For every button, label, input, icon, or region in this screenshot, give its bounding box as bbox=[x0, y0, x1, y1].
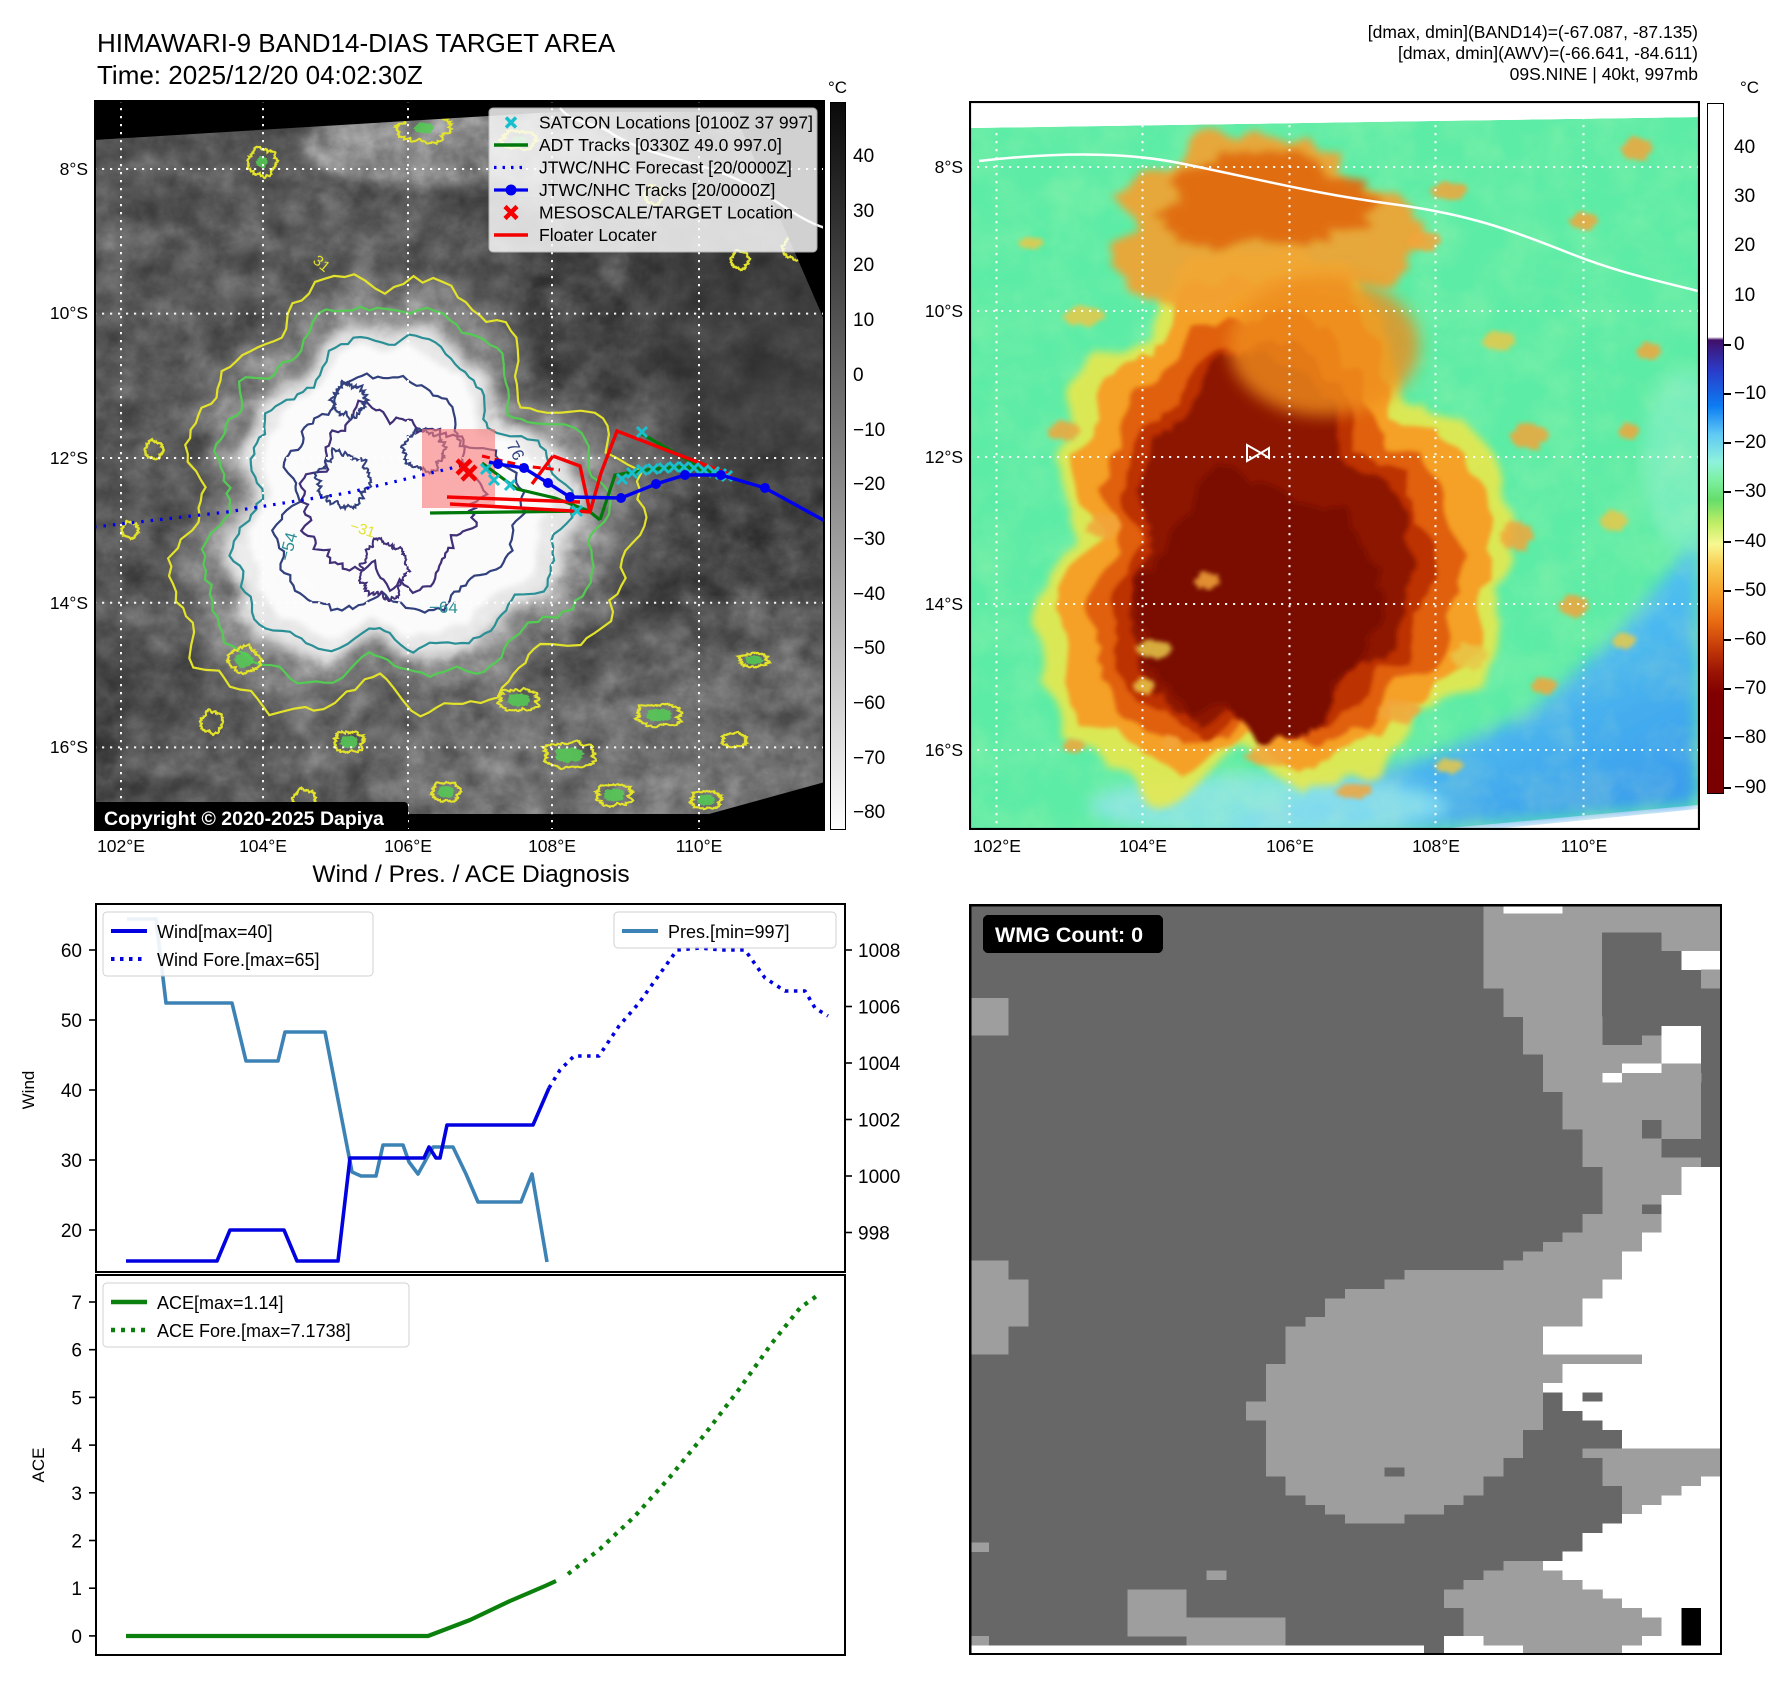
svg-text:6: 6 bbox=[71, 1341, 82, 1362]
svg-text:998: 998 bbox=[858, 1224, 890, 1245]
svg-text:1008: 1008 bbox=[858, 941, 900, 962]
svg-text:MESOSCALE/TARGET Location: MESOSCALE/TARGET Location bbox=[539, 203, 793, 223]
svg-text:JTWC/NHC Forecast [20/0000Z]: JTWC/NHC Forecast [20/0000Z] bbox=[539, 158, 792, 178]
svg-text:−64: −64 bbox=[429, 598, 458, 617]
svg-text:0: 0 bbox=[71, 1627, 82, 1648]
svg-text:Wind: Wind bbox=[19, 1071, 38, 1110]
svg-text:Pres.[min=997]: Pres.[min=997] bbox=[668, 922, 790, 942]
svg-text:ACE[max=1.14]: ACE[max=1.14] bbox=[157, 1293, 284, 1313]
svg-text:Wind Fore.[max=65]: Wind Fore.[max=65] bbox=[157, 950, 320, 970]
svg-text:30: 30 bbox=[61, 1151, 82, 1172]
svg-text:60: 60 bbox=[61, 941, 82, 962]
svg-text:1002: 1002 bbox=[858, 1111, 900, 1132]
svg-text:ACE Fore.[max=7.1738]: ACE Fore.[max=7.1738] bbox=[157, 1321, 351, 1341]
svg-text:JTWC/NHC Tracks [20/0000Z]: JTWC/NHC Tracks [20/0000Z] bbox=[539, 180, 775, 200]
svg-text:20: 20 bbox=[61, 1221, 82, 1242]
svg-text:2: 2 bbox=[71, 1532, 82, 1553]
svg-text:1006: 1006 bbox=[858, 998, 900, 1019]
svg-text:Wind / Pres. / ACE Diagnosis: Wind / Pres. / ACE Diagnosis bbox=[312, 861, 629, 888]
svg-text:1: 1 bbox=[71, 1579, 82, 1600]
svg-text:1000: 1000 bbox=[858, 1167, 900, 1188]
svg-text:SATCON Locations [0100Z 37 997: SATCON Locations [0100Z 37 997] bbox=[539, 113, 813, 133]
svg-text:Wind[max=40]: Wind[max=40] bbox=[157, 922, 273, 942]
svg-text:1004: 1004 bbox=[858, 1054, 900, 1075]
svg-text:WMG Count: 0: WMG Count: 0 bbox=[995, 923, 1143, 947]
svg-text:50: 50 bbox=[61, 1011, 82, 1032]
svg-text:Copyright © 2020-2025 Dapiya: Copyright © 2020-2025 Dapiya bbox=[104, 808, 384, 830]
svg-text:5: 5 bbox=[71, 1388, 82, 1409]
svg-text:Floater Locater: Floater Locater bbox=[539, 225, 657, 245]
svg-text:3: 3 bbox=[71, 1484, 82, 1505]
svg-text:ACE: ACE bbox=[29, 1448, 48, 1483]
svg-text:ADT Tracks [0330Z 49.0 997.0]: ADT Tracks [0330Z 49.0 997.0] bbox=[539, 135, 782, 155]
svg-text:7: 7 bbox=[71, 1293, 82, 1314]
svg-text:40: 40 bbox=[61, 1081, 82, 1102]
svg-text:4: 4 bbox=[71, 1436, 82, 1457]
